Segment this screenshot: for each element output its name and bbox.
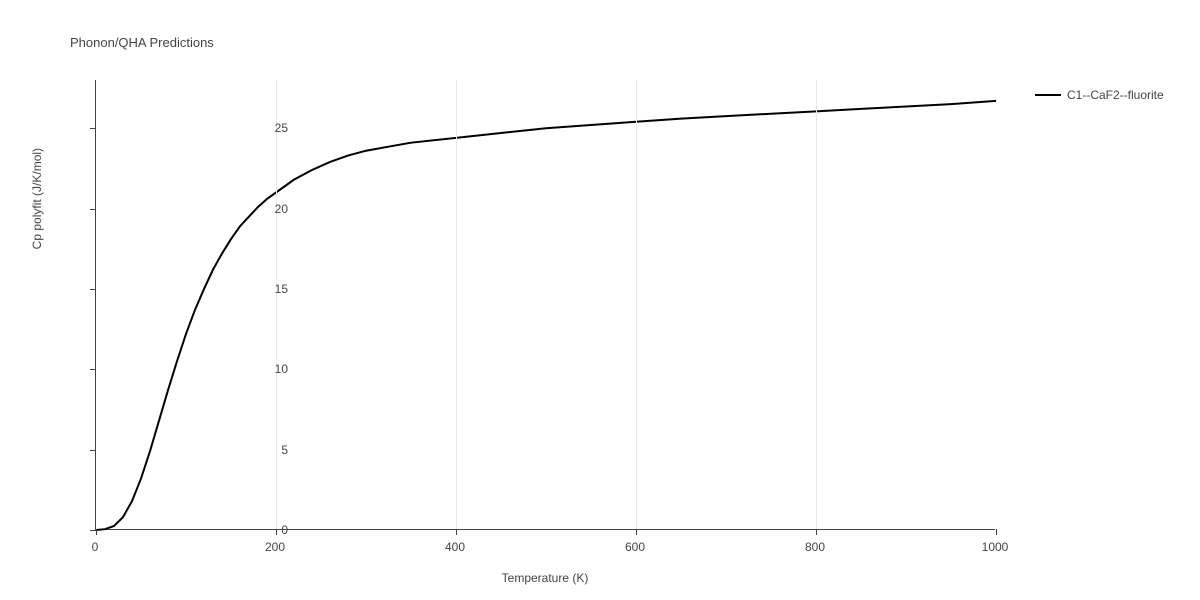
- x-tick-label: 400: [445, 540, 465, 554]
- x-tick: [456, 529, 457, 535]
- x-tick-label: 200: [265, 540, 285, 554]
- y-axis-label: Cp polyfit (J/K/mol): [30, 148, 44, 249]
- y-tick: [90, 209, 96, 210]
- y-tick-label: 10: [275, 362, 288, 376]
- gridline-v: [636, 80, 637, 530]
- chart-container: 02004006008001000: [95, 80, 995, 530]
- x-tick-label: 800: [805, 540, 825, 554]
- legend-label: C1--CaF2--fluorite: [1067, 88, 1164, 102]
- y-tick-label: 0: [281, 523, 288, 537]
- x-tick-label: 0: [92, 540, 99, 554]
- legend: C1--CaF2--fluorite: [1035, 88, 1164, 102]
- gridline-v: [456, 80, 457, 530]
- x-tick: [996, 529, 997, 535]
- y-tick: [90, 530, 96, 531]
- chart-title: Phonon/QHA Predictions: [70, 35, 214, 50]
- x-tick: [636, 529, 637, 535]
- y-tick: [90, 128, 96, 129]
- gridline-v: [276, 80, 277, 530]
- y-tick-label: 5: [281, 443, 288, 457]
- x-tick: [816, 529, 817, 535]
- gridline-v: [816, 80, 817, 530]
- legend-line-icon: [1035, 94, 1061, 96]
- y-tick-label: 15: [275, 282, 288, 296]
- x-tick-label: 600: [625, 540, 645, 554]
- y-tick: [90, 289, 96, 290]
- y-tick: [90, 450, 96, 451]
- y-tick-label: 25: [275, 121, 288, 135]
- plot-area: [95, 80, 995, 530]
- x-tick-label: 1000: [982, 540, 1009, 554]
- x-axis-label: Temperature (K): [502, 571, 589, 585]
- x-tick: [276, 529, 277, 535]
- x-tick: [96, 529, 97, 535]
- y-tick-label: 20: [275, 202, 288, 216]
- y-tick: [90, 369, 96, 370]
- series-curve: [96, 80, 996, 530]
